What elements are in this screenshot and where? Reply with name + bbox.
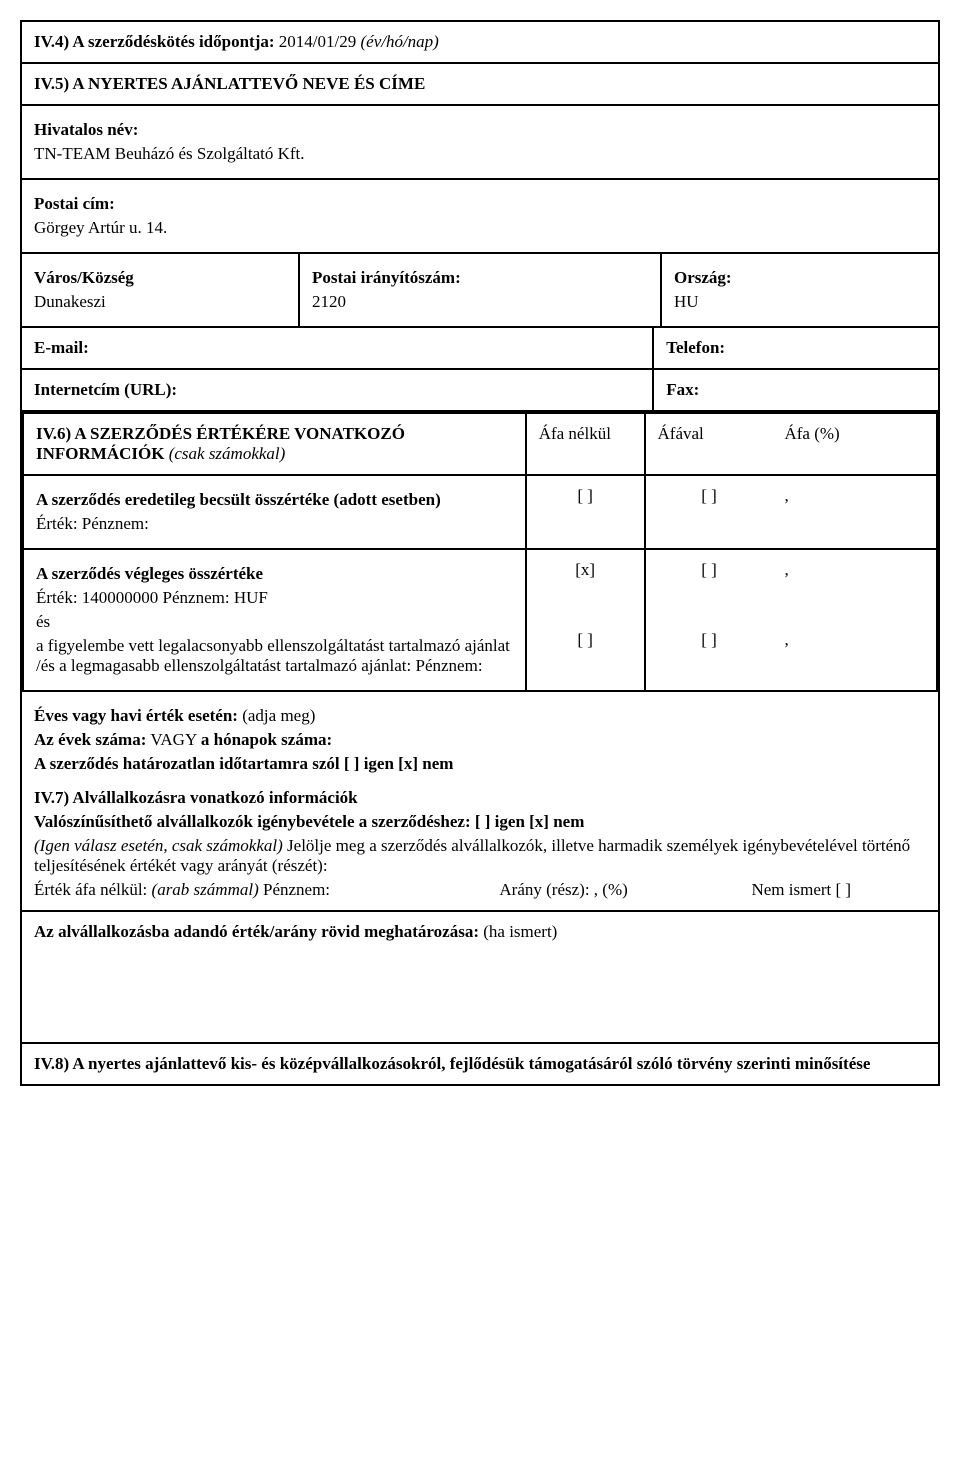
row2b-c3: , <box>772 620 937 691</box>
row1-label: A szerződés eredetileg becsült összérték… <box>36 490 441 509</box>
row-address: Város/Község Dunakeszi Postai irányítósz… <box>22 254 938 328</box>
iv7-igen-note: (Igen válasz esetén, csak számokkal) <box>34 836 283 855</box>
col-afaval: Áfával <box>645 413 773 475</box>
section-alval: Az alvállalkozásba adandó érték/arány rö… <box>22 912 938 1044</box>
alval-note: (ha ismert) <box>483 922 557 941</box>
hivatalos-label: Hivatalos név: <box>34 120 138 139</box>
row1-value-label: Érték: Pénznem: <box>36 514 149 533</box>
table-iv6: IV.6) A SZERZŐDÉS ÉRTÉKÉRE VONATKOZÓ INF… <box>22 412 938 692</box>
row-contact1: E-mail: Telefon: <box>22 328 938 370</box>
fax-label: Fax: <box>666 380 699 399</box>
iv4-label: IV.4) A szerződéskötés időpontja: <box>34 32 275 51</box>
row1-c1: [ ] <box>526 475 645 549</box>
postai-label: Postai cím: <box>34 194 115 213</box>
row1-labels: A szerződés eredetileg becsült összérték… <box>23 475 526 549</box>
hivatalos-value: TN-TEAM Beuházó és Szolgáltató Kft. <box>34 144 305 163</box>
iv4-note: (év/hó/nap) <box>360 32 438 51</box>
iv7-heading: IV.7) Alvállalkozásra vonatkozó informác… <box>34 788 358 807</box>
cell-varos: Város/Község Dunakeszi <box>22 254 300 326</box>
varos-value: Dunakeszi <box>34 292 106 311</box>
row2a-c3: , <box>772 549 937 620</box>
section-iv5-heading: IV.5) A NYERTES AJÁNLATTEVŐ NEVE ÉS CÍME <box>22 64 938 106</box>
orszag-label: Ország: <box>674 268 732 287</box>
evek-label: Az évek száma: <box>34 730 146 749</box>
row2-value-a: Érték: 140000000 Pénznem: HUF <box>36 588 268 607</box>
iv7-arany-label: Arány (rész): , (%) <box>499 880 627 899</box>
irsz-label: Postai irányítószám: <box>312 268 461 287</box>
row1-c3: , <box>772 475 937 549</box>
url-label: Internetcím (URL): <box>34 380 177 399</box>
iv4-value: 2014/01/29 <box>279 32 356 51</box>
iv7-ertek-label: Érték áfa nélkül: <box>34 880 147 899</box>
form-container: IV.4) A szerződéskötés időpontja: 2014/0… <box>20 20 940 1086</box>
iv6-heading-note: (csak számokkal) <box>169 444 286 463</box>
irsz-value: 2120 <box>312 292 346 311</box>
row-contact2: Internetcím (URL): Fax: <box>22 370 938 412</box>
cell-telefon: Telefon: <box>654 328 938 368</box>
cell-irsz: Postai irányítószám: 2120 <box>300 254 662 326</box>
alval-label: Az alvállalkozásba adandó érték/arány rö… <box>34 922 479 941</box>
iv7-arab: (arab számmal) <box>152 880 259 899</box>
cell-fax: Fax: <box>654 370 938 410</box>
iv7-nem-ismert: Nem ismert [ ] <box>751 880 851 899</box>
iv5-heading: IV.5) A NYERTES AJÁNLATTEVŐ NEVE ÉS CÍME <box>34 74 425 93</box>
row1-c2: [ ] <box>645 475 773 549</box>
telefon-label: Telefon: <box>666 338 725 357</box>
annual-note: (adja meg) <box>242 706 315 725</box>
honapok-label: a hónapok száma: <box>201 730 332 749</box>
cell-url: Internetcím (URL): <box>22 370 654 410</box>
cell-orszag: Ország: HU <box>662 254 938 326</box>
row2a-c1: [x] <box>526 549 645 620</box>
iv7-valoszinu: Valószínűsíthető alvállalkozók igénybevé… <box>34 812 584 831</box>
orszag-value: HU <box>674 292 699 311</box>
section-iv8: IV.8) A nyertes ajánlattevő kis- és közé… <box>22 1044 938 1084</box>
row2-es: és <box>36 612 50 631</box>
annual-label: Éves vagy havi érték esetén: <box>34 706 238 725</box>
varos-label: Város/Község <box>34 268 134 287</box>
hatarozatlan: A szerződés határozatlan időtartamra szó… <box>34 754 453 773</box>
section-iv4: IV.4) A szerződéskötés időpontja: 2014/0… <box>22 22 938 64</box>
section-postai: Postai cím: Görgey Artúr u. 14. <box>22 180 938 254</box>
cell-email: E-mail: <box>22 328 654 368</box>
row2b-c2: [ ] <box>645 620 773 691</box>
postai-value: Görgey Artúr u. 14. <box>34 218 167 237</box>
col-afa-pct: Áfa (%) <box>772 413 937 475</box>
section-iv6-bottom-iv7: Éves vagy havi érték esetén: (adja meg) … <box>22 692 938 912</box>
section-hivatalos: Hivatalos név: TN-TEAM Beuházó és Szolgá… <box>22 106 938 180</box>
row2a-c2: [ ] <box>645 549 773 620</box>
row2-label-a: A szerződés végleges összértéke <box>36 564 263 583</box>
iv7-penznem: Pénznem: <box>263 880 330 899</box>
vagy: VAGY <box>150 730 196 749</box>
iv8-heading: IV.8) A nyertes ajánlattevő kis- és közé… <box>34 1054 870 1073</box>
iv6-heading-cell: IV.6) A SZERZŐDÉS ÉRTÉKÉRE VONATKOZÓ INF… <box>23 413 526 475</box>
email-label: E-mail: <box>34 338 89 357</box>
row2-labels: A szerződés végleges összértéke Érték: 1… <box>23 549 526 691</box>
row2-label-b: a figyelembe vett legalacsonyabb ellensz… <box>36 636 510 675</box>
col-afa-nelkul: Áfa nélkül <box>526 413 645 475</box>
row2b-c1: [ ] <box>526 620 645 691</box>
